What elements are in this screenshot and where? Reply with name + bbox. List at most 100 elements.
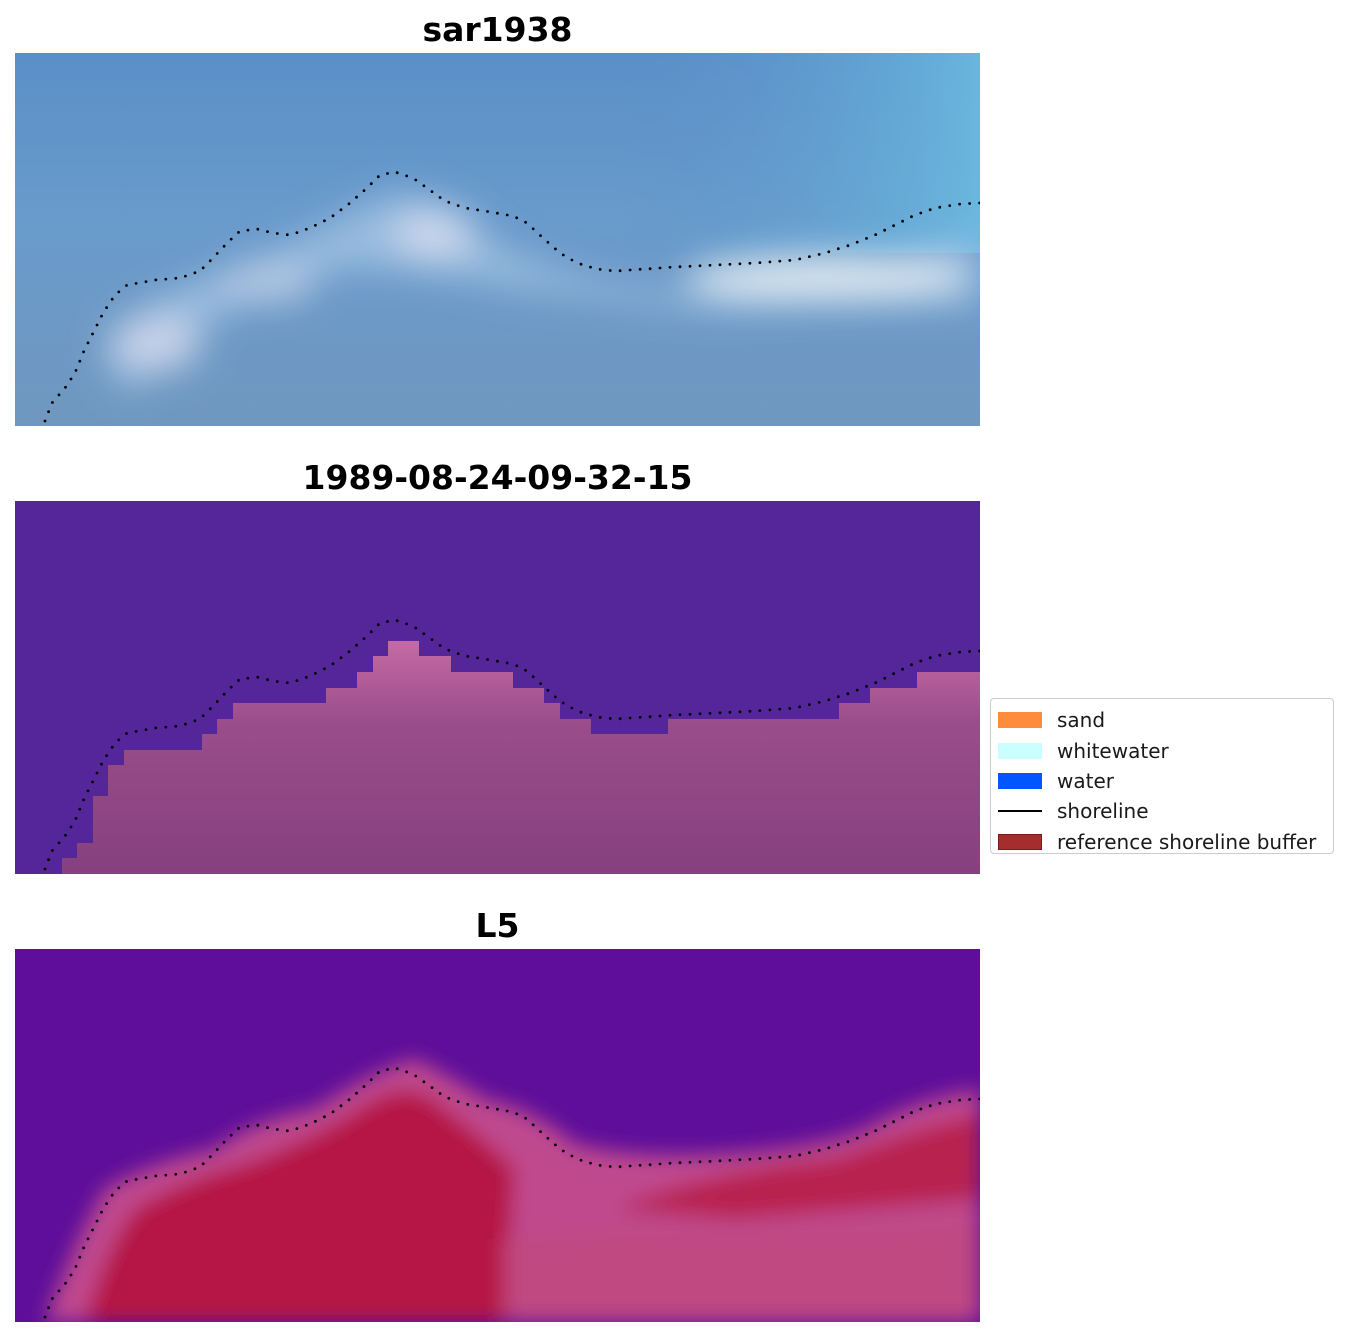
shoreline-point <box>43 419 47 423</box>
shoreline-point <box>486 658 489 661</box>
shoreline-point <box>496 211 499 215</box>
shoreline-point <box>589 265 592 269</box>
shoreline-point <box>386 172 389 175</box>
shoreline-point <box>608 717 612 720</box>
shoreline-point <box>386 1068 389 1071</box>
shoreline-point <box>476 208 479 212</box>
shoreline-point <box>546 688 550 692</box>
legend-item-shoreline: shoreline <box>991 796 1333 826</box>
shoreline-point <box>339 656 343 660</box>
shoreline-point <box>748 709 752 713</box>
shoreline-point <box>524 220 527 224</box>
shoreline-point <box>728 1158 732 1162</box>
shoreline-point <box>57 1289 61 1293</box>
shoreline-point <box>110 297 114 301</box>
shoreline-point <box>144 728 148 731</box>
shoreline-point <box>64 833 67 837</box>
shoreline-point <box>304 1123 308 1127</box>
classification-panel <box>15 501 980 874</box>
shoreline-point <box>708 1159 712 1163</box>
shoreline-point <box>978 649 980 653</box>
shoreline-point <box>100 762 103 766</box>
legend-swatch-reference-buffer <box>998 833 1042 850</box>
shoreline-point <box>376 175 380 179</box>
shoreline-point <box>117 738 121 742</box>
shoreline-point <box>539 234 542 238</box>
legend-swatch-whitewater <box>998 742 1042 759</box>
shoreline-point <box>323 1115 326 1119</box>
shoreline-point <box>892 1120 895 1124</box>
shoreline-point <box>505 213 509 217</box>
shoreline-point <box>229 237 233 241</box>
shoreline-point <box>883 1124 887 1128</box>
shoreline-point <box>648 1163 652 1167</box>
shoreline-point <box>331 1110 335 1114</box>
shoreline-point <box>668 1161 672 1165</box>
shoreline-point <box>958 202 961 206</box>
shoreline-point <box>817 1149 821 1152</box>
shoreline-point <box>395 619 399 623</box>
shoreline-point <box>928 1104 932 1108</box>
shoreline-point <box>579 710 583 714</box>
shoreline-point <box>968 1098 971 1101</box>
shoreline-point <box>708 711 712 715</box>
shoreline-point <box>275 1128 279 1131</box>
shoreline-point <box>892 224 895 228</box>
shoreline-point <box>369 1078 373 1082</box>
shoreline-point <box>456 1100 460 1103</box>
shoreline-point <box>47 858 50 862</box>
shoreline-point <box>422 1080 426 1084</box>
shoreline-point <box>688 712 692 716</box>
panel-title-l5: L5 <box>475 906 520 945</box>
shoreline-point <box>778 707 782 711</box>
shoreline-point <box>728 710 732 714</box>
shoreline-point <box>648 715 652 719</box>
shoreline-point <box>430 190 434 194</box>
shoreline-point <box>369 182 373 186</box>
shoreline-point <box>201 714 205 718</box>
shoreline-point <box>836 695 840 699</box>
shoreline-point <box>938 653 942 657</box>
shoreline-point <box>105 754 108 757</box>
shoreline-point <box>193 1167 197 1171</box>
shoreline-point <box>74 817 78 820</box>
shoreline-point <box>554 247 557 251</box>
shoreline-point <box>314 671 317 675</box>
shoreline-point <box>524 1116 527 1120</box>
shoreline-point <box>628 716 632 720</box>
shoreline-point <box>447 648 451 652</box>
shoreline-point <box>414 178 418 182</box>
shoreline-point <box>798 257 802 261</box>
shoreline-point <box>874 1129 878 1132</box>
shoreline-point <box>515 216 519 220</box>
shoreline-point <box>164 277 168 281</box>
shoreline-point <box>688 264 692 268</box>
shoreline-point <box>134 1178 138 1181</box>
shoreline-point <box>201 1162 205 1166</box>
shoreline-point <box>447 1096 451 1100</box>
shoreline-point <box>430 638 434 641</box>
shoreline-point <box>43 867 47 871</box>
shoreline-point <box>628 268 632 272</box>
shoreline-point <box>648 267 652 271</box>
shoreline-point <box>476 656 479 660</box>
l5-image <box>15 949 980 1322</box>
shoreline-point <box>339 208 343 212</box>
shoreline-point <box>438 1092 442 1095</box>
shoreline-point <box>355 1091 358 1095</box>
shoreline-point <box>347 202 351 206</box>
shoreline-point <box>524 668 527 672</box>
shoreline-point <box>422 632 426 636</box>
shoreline-point <box>430 1086 434 1089</box>
shoreline-point <box>237 231 240 234</box>
shoreline-point <box>919 211 923 215</box>
shoreline-point <box>718 711 722 715</box>
shoreline-point <box>174 724 178 728</box>
shoreline-point <box>531 1123 535 1127</box>
shoreline-point <box>414 1074 418 1078</box>
shoreline-point <box>208 259 212 263</box>
shoreline-point <box>817 701 821 704</box>
shoreline-point <box>738 262 742 266</box>
shoreline-point <box>57 841 61 845</box>
shoreline-point <box>275 232 279 235</box>
